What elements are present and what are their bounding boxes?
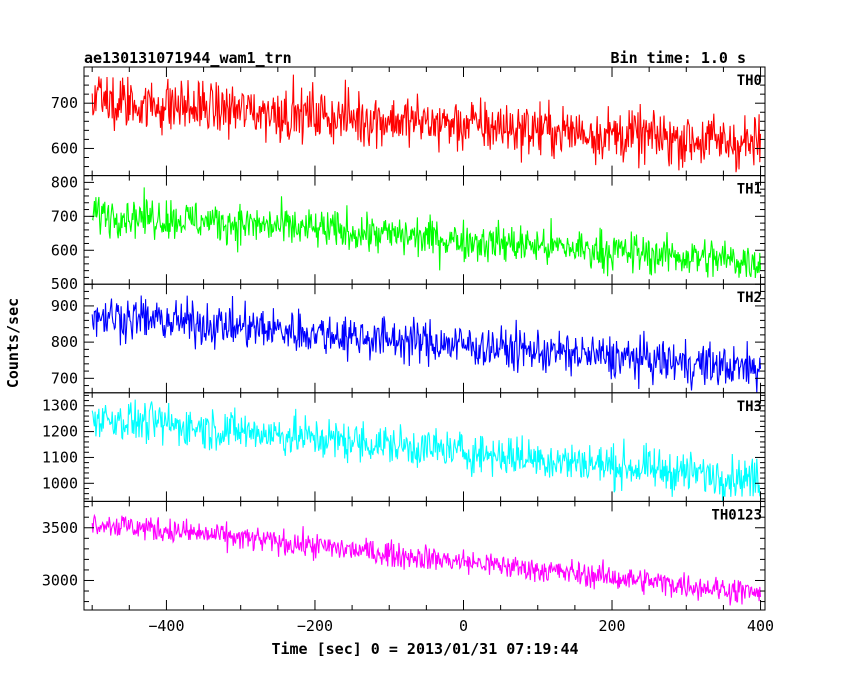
y-tick-label: 3000 xyxy=(42,571,78,589)
y-tick-label: 600 xyxy=(51,241,78,259)
y-tick-label: 900 xyxy=(51,297,78,315)
x-tick-labels: −400 −200 0 200 400 xyxy=(148,617,774,635)
panel-th0: 600 700 TH0 xyxy=(51,66,766,177)
panel-th3: 1000 1100 1200 1300 TH3 xyxy=(42,392,766,502)
panel-label: TH0123 xyxy=(711,507,762,523)
y-tick-label: 700 xyxy=(51,369,78,387)
y-tick-label: 3500 xyxy=(42,519,78,537)
y-tick-label: 1200 xyxy=(42,423,78,441)
series-line-th0 xyxy=(91,74,762,173)
y-tick-label: 1300 xyxy=(42,397,78,415)
y-tick-label: 600 xyxy=(51,139,78,157)
x-tick-label: 0 xyxy=(459,617,468,635)
x-tick-label: −400 xyxy=(148,617,184,635)
y-tick-label: 800 xyxy=(51,333,78,351)
y-tick-label: 700 xyxy=(51,207,78,225)
panels-group: 600 700 TH0 500 600 700 800 TH1 700 800 900 TH2 1000… xyxy=(42,66,766,611)
panel-label: TH2 xyxy=(737,290,762,306)
panel-th2: 700 800 900 TH2 xyxy=(51,283,766,394)
x-tick-label: −200 xyxy=(297,617,333,635)
panel-frame xyxy=(83,66,766,177)
y-tick-label: 500 xyxy=(51,275,78,293)
y-tick-label: 700 xyxy=(51,94,78,112)
y-axis-title: Counts/sec xyxy=(4,298,22,388)
chart-title: ae130131071944_wam1_trn xyxy=(84,49,292,67)
bin-time-label: Bin time: 1.0 s xyxy=(611,49,746,67)
series-line-th2 xyxy=(91,295,762,393)
series-line-th0123 xyxy=(91,513,762,606)
panel-label: TH0 xyxy=(737,73,762,89)
series-line-th1 xyxy=(91,187,762,279)
x-axis-title: Time [sec] 0 = 2013/01/31 07:19:44 xyxy=(271,640,578,658)
panel-th1: 500 600 700 800 TH1 xyxy=(51,173,766,293)
series-line-th3 xyxy=(91,399,761,502)
panel-label: TH3 xyxy=(737,399,762,415)
panel-frame xyxy=(83,500,766,611)
x-tick-label: 200 xyxy=(598,617,625,635)
panel-th0123: 3000 3500 TH0123 xyxy=(42,500,766,611)
panel-frame xyxy=(83,283,766,394)
x-tick-label: 400 xyxy=(747,617,774,635)
panel-label: TH1 xyxy=(737,182,762,198)
y-tick-label: 1000 xyxy=(42,474,78,492)
panel-frame xyxy=(83,175,766,285)
y-tick-label: 1100 xyxy=(42,448,78,466)
y-tick-label: 800 xyxy=(51,173,78,191)
